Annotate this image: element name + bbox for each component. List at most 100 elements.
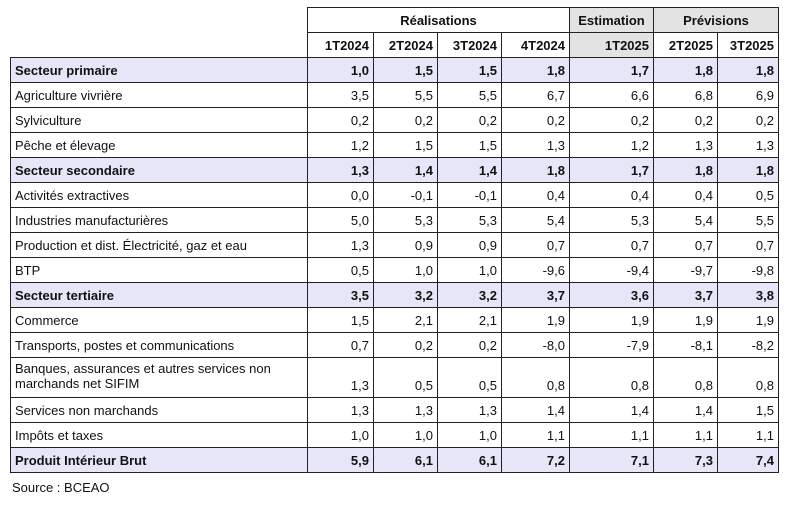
value-cell: -0,1 <box>373 182 438 208</box>
value-cell: 1,4 <box>373 157 438 183</box>
value-cell: 5,5 <box>437 82 502 108</box>
header-blank <box>10 32 308 58</box>
value-cell: 1,3 <box>653 132 718 158</box>
gdp-growth-table: Réalisations Estimation Prévisions 1T2024 2T… <box>10 7 779 473</box>
value-cell: 0,7 <box>307 332 374 358</box>
value-cell: 0,8 <box>717 357 779 398</box>
row-label: Sylviculture <box>10 107 308 133</box>
value-cell: 1,2 <box>569 132 654 158</box>
value-cell: 0,2 <box>569 107 654 133</box>
value-cell: 0,5 <box>307 257 374 283</box>
value-cell: 3,7 <box>653 282 718 308</box>
row-label: Transports, postes et communications <box>10 332 308 358</box>
row-label: Secteur secondaire <box>10 157 308 183</box>
value-cell: 1,4 <box>501 397 570 423</box>
value-cell: 1,5 <box>373 132 438 158</box>
value-cell: 6,8 <box>653 82 718 108</box>
value-cell: -8,2 <box>717 332 779 358</box>
header-period: 1T2024 <box>307 32 374 58</box>
value-cell: 0,8 <box>653 357 718 398</box>
value-cell: 3,6 <box>569 282 654 308</box>
value-cell: -0,1 <box>437 182 502 208</box>
value-cell: 0,2 <box>653 107 718 133</box>
value-cell: 1,0 <box>437 257 502 283</box>
table-row: BTP 0,5 1,0 1,0 -9,6 -9,4 -9,7 -9,8 <box>10 257 779 283</box>
value-cell: 1,1 <box>501 422 570 448</box>
value-cell: 1,0 <box>307 57 374 83</box>
value-cell: 1,3 <box>717 132 779 158</box>
table-row: Banques, assurances et autres services n… <box>10 357 779 398</box>
value-cell: -8,0 <box>501 332 570 358</box>
value-cell: 1,8 <box>501 57 570 83</box>
value-cell: 0,2 <box>307 107 374 133</box>
value-cell: 0,9 <box>437 232 502 258</box>
sector-row: Secteur tertiaire 3,5 3,2 3,2 3,7 3,6 3,7 3,8 <box>10 282 779 308</box>
value-cell: 1,5 <box>437 132 502 158</box>
value-cell: 1,3 <box>501 132 570 158</box>
value-cell: 1,3 <box>373 397 438 423</box>
value-cell: 3,5 <box>307 82 374 108</box>
header-period: 2T2024 <box>373 32 438 58</box>
table-row: Transports, postes et communications 0,7 0… <box>10 332 779 358</box>
value-cell: 1,5 <box>373 57 438 83</box>
value-cell: 1,0 <box>373 422 438 448</box>
value-cell: 5,5 <box>373 82 438 108</box>
value-cell: 3,2 <box>373 282 438 308</box>
value-cell: 0,9 <box>373 232 438 258</box>
row-label: Secteur tertiaire <box>10 282 308 308</box>
value-cell: 1,3 <box>307 157 374 183</box>
sector-row: Secteur secondaire 1,3 1,4 1,4 1,8 1,7 1,8 1,8 <box>10 157 779 183</box>
value-cell: 0,7 <box>717 232 779 258</box>
value-cell: 0,2 <box>437 107 502 133</box>
value-cell: 1,3 <box>437 397 502 423</box>
value-cell: 1,5 <box>437 57 502 83</box>
value-cell: 1,1 <box>717 422 779 448</box>
value-cell: -9,7 <box>653 257 718 283</box>
value-cell: 0,7 <box>569 232 654 258</box>
value-cell: 0,5 <box>437 357 502 398</box>
value-cell: 7,3 <box>653 447 718 473</box>
value-cell: 6,6 <box>569 82 654 108</box>
header-period: 1T2025 <box>569 32 654 58</box>
value-cell: 1,0 <box>437 422 502 448</box>
row-label: Agriculture vivrière <box>10 82 308 108</box>
value-cell: 0,7 <box>653 232 718 258</box>
sector-row: Secteur primaire 1,0 1,5 1,5 1,8 1,7 1,8 1,8 <box>10 57 779 83</box>
value-cell: 1,5 <box>717 397 779 423</box>
value-cell: 6,1 <box>373 447 438 473</box>
value-cell: 5,3 <box>437 207 502 233</box>
value-cell: 7,1 <box>569 447 654 473</box>
value-cell: 1,7 <box>569 157 654 183</box>
value-cell: 0,2 <box>437 332 502 358</box>
value-cell: 0,5 <box>373 357 438 398</box>
value-cell: 0,2 <box>717 107 779 133</box>
row-label: Secteur primaire <box>10 57 308 83</box>
table-row: Commerce 1,5 2,1 2,1 1,9 1,9 1,9 1,9 <box>10 307 779 333</box>
header-period: 2T2025 <box>653 32 718 58</box>
value-cell: 6,1 <box>437 447 502 473</box>
table-row: Production et dist. Électricité, gaz et … <box>10 232 779 258</box>
row-label: BTP <box>10 257 308 283</box>
value-cell: 2,1 <box>373 307 438 333</box>
value-cell: 1,0 <box>373 257 438 283</box>
value-cell: 6,7 <box>501 82 570 108</box>
value-cell: 1,8 <box>653 157 718 183</box>
value-cell: 1,9 <box>653 307 718 333</box>
value-cell: 5,0 <box>307 207 374 233</box>
header-group: Réalisations <box>307 7 570 33</box>
value-cell: 5,5 <box>717 207 779 233</box>
value-cell: 0,8 <box>501 357 570 398</box>
value-cell: 0,2 <box>501 107 570 133</box>
value-cell: 1,2 <box>307 132 374 158</box>
value-cell: 0,2 <box>373 332 438 358</box>
value-cell: 0,8 <box>569 357 654 398</box>
value-cell: 0,7 <box>501 232 570 258</box>
sector-row: Produit Intérieur Brut 5,9 6,1 6,1 7,2 7,1 7,3… <box>10 447 779 473</box>
row-label: Industries manufacturières <box>10 207 308 233</box>
row-label: Impôts et taxes <box>10 422 308 448</box>
value-cell: 1,7 <box>569 57 654 83</box>
value-cell: 1,9 <box>569 307 654 333</box>
row-label: Production et dist. Électricité, gaz et … <box>10 232 308 258</box>
row-label: Produit Intérieur Brut <box>10 447 308 473</box>
header-periods-row: 1T2024 2T2024 3T2024 4T2024 1T2025 2T2025 3T20… <box>10 32 779 58</box>
